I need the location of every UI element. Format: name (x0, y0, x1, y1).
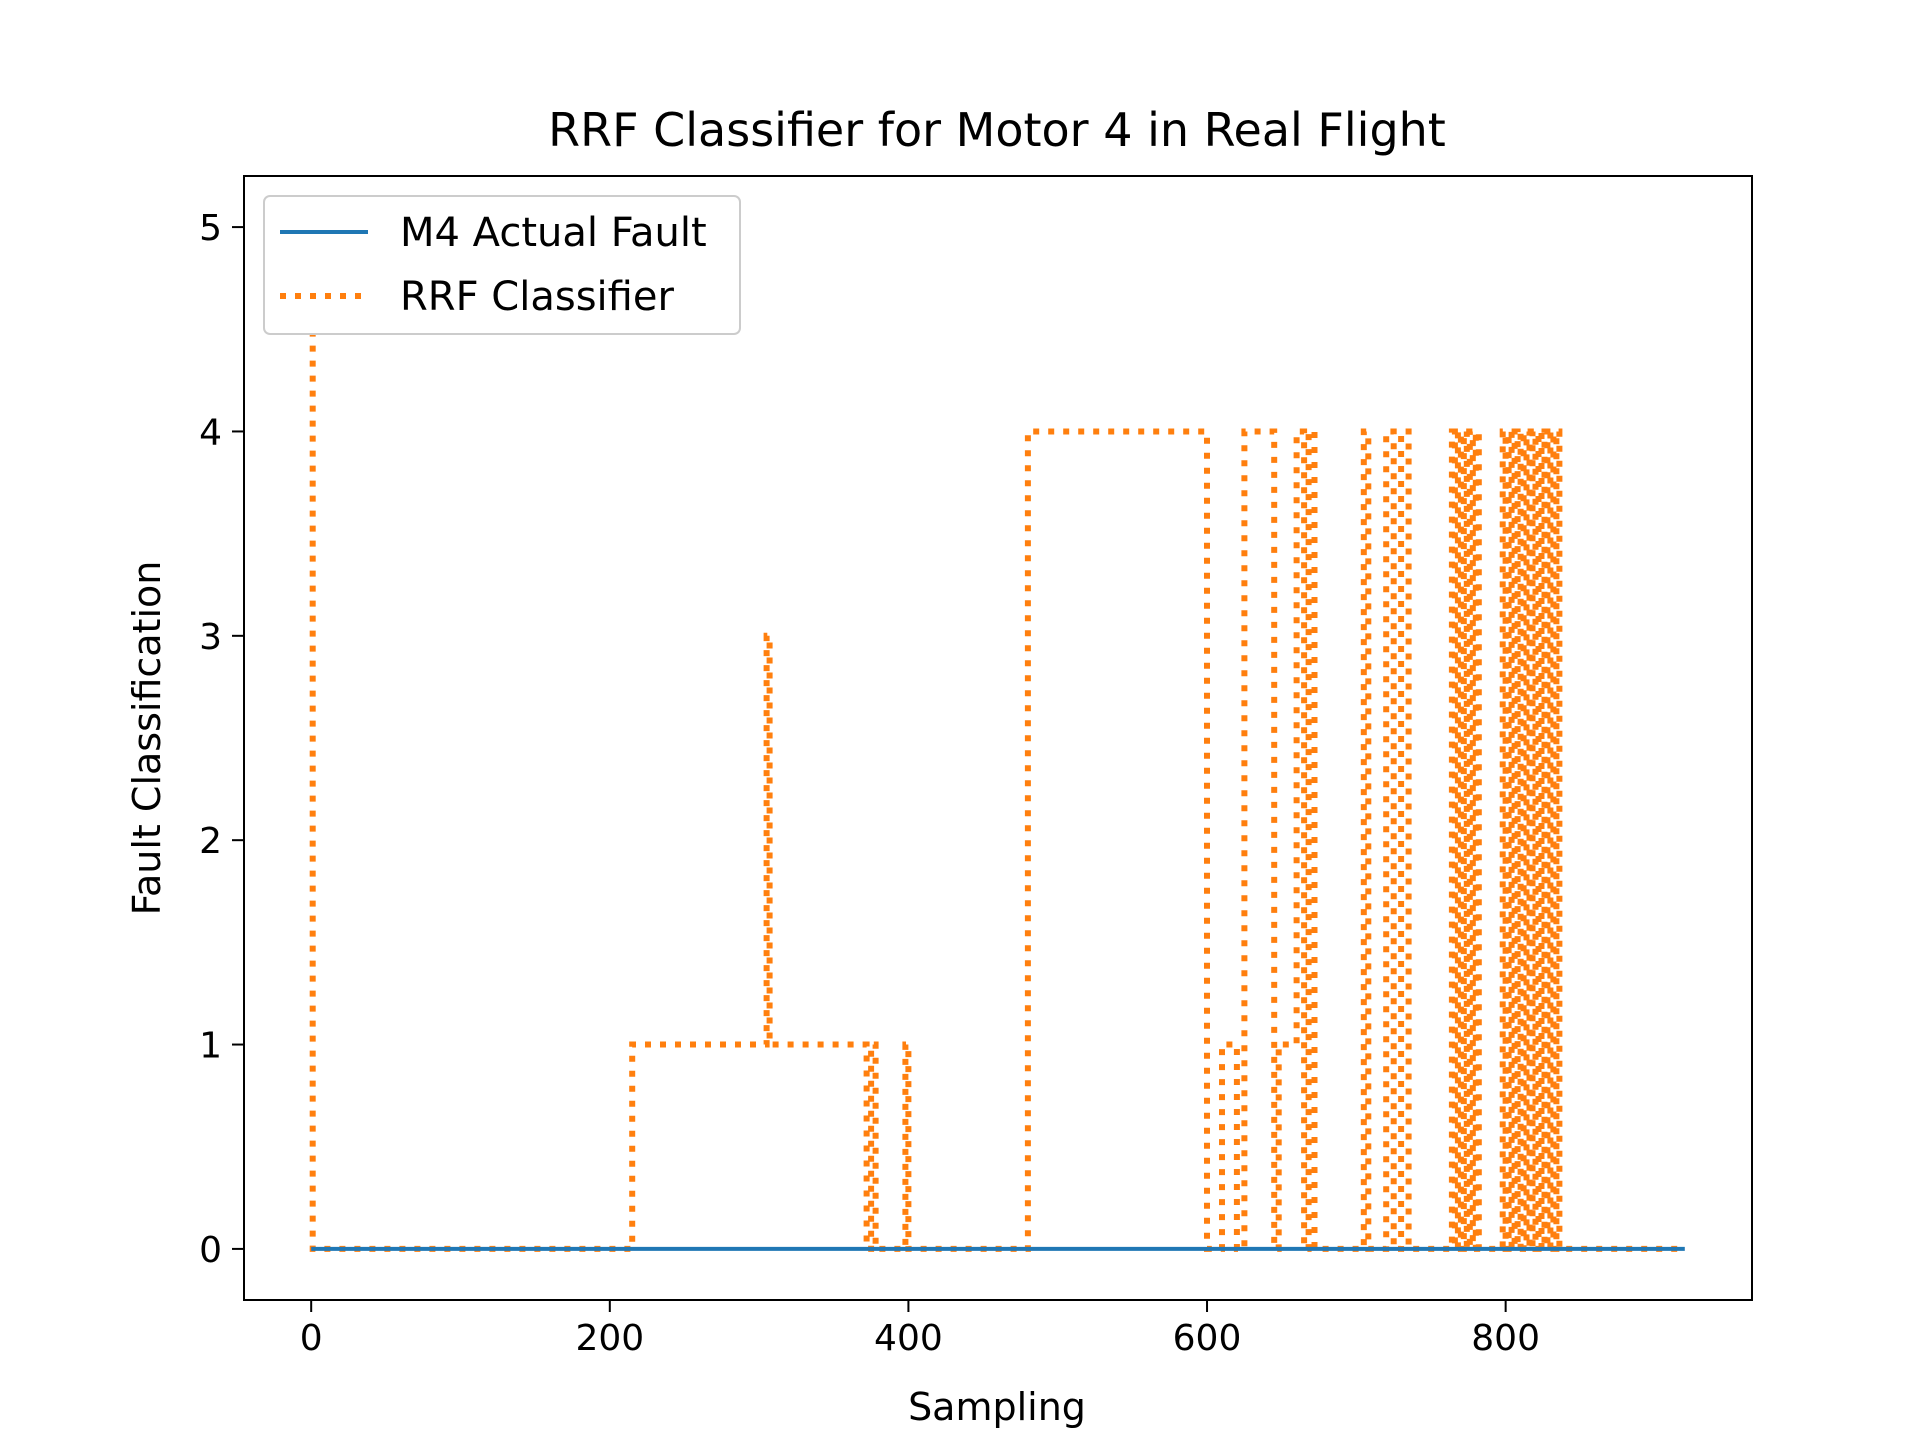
y-tick-label: 5 (199, 208, 222, 249)
legend-label-rrf-classifier: RRF Classifier (400, 274, 674, 320)
x-axis-label: Sampling (908, 1385, 1086, 1429)
y-axis-ticks: 0 1 2 3 4 5 (199, 208, 244, 1271)
plot-area (243, 175, 1753, 1301)
series-layer (309, 224, 1685, 1252)
x-tick-label: 0 (300, 1318, 323, 1359)
y-tick-label: 2 (199, 821, 222, 862)
y-tick-label: 0 (199, 1230, 222, 1271)
y-tick-label: 3 (199, 617, 222, 658)
x-axis-ticks: 0 200 400 600 800 (300, 1300, 1540, 1359)
x-tick-label: 800 (1471, 1318, 1540, 1359)
x-tick-label: 600 (1173, 1318, 1242, 1359)
legend-label-actual-fault: M4 Actual Fault (400, 210, 707, 256)
legend: M4 Actual Fault RRF Classifier (263, 195, 741, 335)
x-tick-label: 200 (575, 1318, 644, 1359)
x-tick-label: 400 (874, 1318, 943, 1359)
legend-box (263, 195, 741, 335)
chart-title: RRF Classifier for Motor 4 in Real Fligh… (548, 103, 1446, 157)
y-tick-label: 1 (199, 1026, 222, 1067)
y-axis-label: Fault Classification (125, 561, 169, 916)
y-tick-label: 4 (199, 412, 222, 453)
series-line-rrf-classifier (309, 224, 1685, 1252)
